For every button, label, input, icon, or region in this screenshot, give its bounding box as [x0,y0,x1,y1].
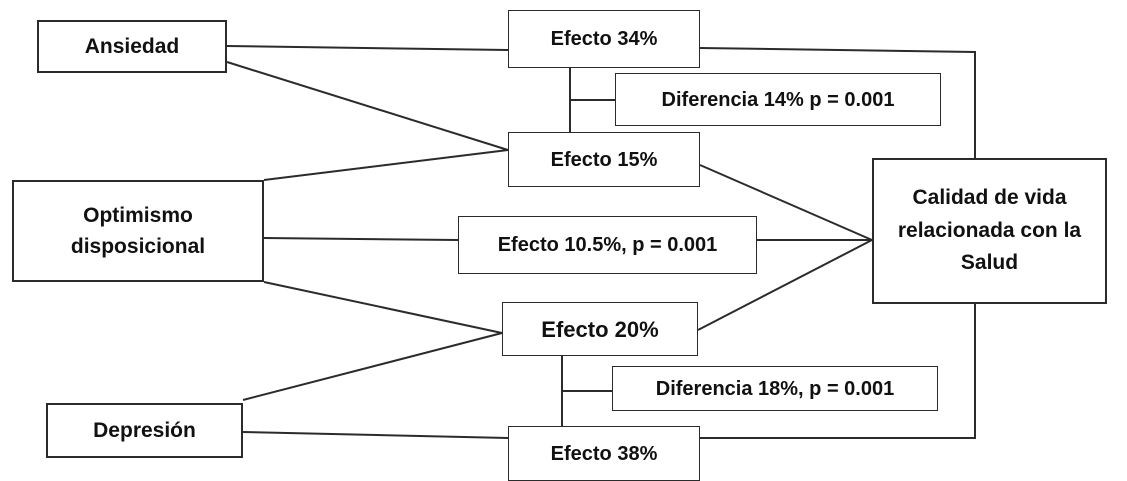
line-optimismo-efecto105 [263,237,459,241]
line-efecto38-calidad [700,304,976,439]
line-efecto34-calidad [699,47,976,158]
node-diferencia-14: Diferencia 14% p = 0.001 [615,73,941,126]
line-efecto20-calidad [697,239,873,331]
node-depresion-label: Depresión [93,418,196,442]
node-optimismo-disposicional: Optimismo disposicional [12,180,264,282]
node-optimismo-label: Optimismo disposicional [70,203,206,259]
node-ansiedad: Ansiedad [37,20,227,73]
node-depresion: Depresión [46,403,243,458]
node-efecto-15: Efecto 15% [508,132,700,187]
line-depresion-efecto20 [242,332,503,401]
node-diferencia-14-label: Diferencia 14% p = 0.001 [661,88,895,111]
node-efecto-15-label: Efecto 15% [550,148,658,171]
node-efecto-38-label: Efecto 38% [550,442,658,465]
node-efecto-38: Efecto 38% [508,426,700,481]
line-optimismo-efecto15 [263,149,509,181]
node-diferencia-18: Diferencia 18%, p = 0.001 [612,366,938,411]
node-efecto-34-label: Efecto 34% [550,28,658,50]
node-calidad-de-vida: Calidad de vida relacionada con la Salud [872,158,1107,304]
node-efecto-10-5: Efecto 10.5%, p = 0.001 [458,216,757,274]
node-efecto-20: Efecto 20% [502,302,698,356]
node-efecto-20-label: Efecto 20% [541,316,659,342]
node-efecto-10-5-label: Efecto 10.5%, p = 0.001 [497,234,718,256]
node-ansiedad-label: Ansiedad [84,34,180,58]
line-efecto15-calidad [699,164,873,241]
node-diferencia-18-label: Diferencia 18%, p = 0.001 [655,377,895,400]
line-ansiedad-efecto34 [226,45,509,51]
line-ansiedad-efecto15 [226,61,509,151]
line-depresion-efecto38 [242,431,509,439]
node-calidad-label: Calidad de vida relacionada con la Salud [897,186,1082,275]
line-optimismo-efecto20 [263,281,503,334]
node-efecto-34: Efecto 34% [508,10,700,68]
